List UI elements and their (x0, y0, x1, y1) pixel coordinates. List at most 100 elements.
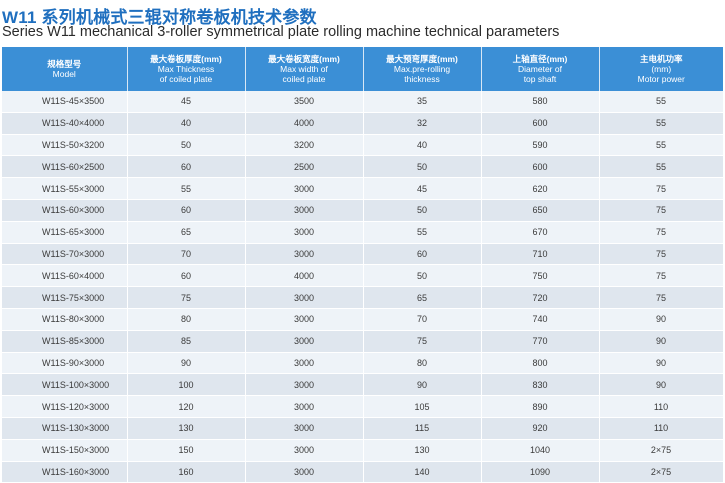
thickness-cell: 70 (127, 243, 246, 266)
pre-rolling-cell: 50 (363, 155, 482, 179)
width-cell: 3000 (245, 417, 364, 440)
header-top-shaft-diameter: 上轴直径(mm) Diameter of top shaft (481, 47, 600, 91)
motor-power-cell: 2×75 (599, 439, 724, 462)
motor-power-cell: 75 (599, 243, 724, 266)
thickness-cell: 65 (127, 221, 246, 244)
thickness-cell: 85 (127, 330, 246, 353)
thickness-cell: 40 (127, 112, 246, 135)
model-cell: W11S-65×3000 (2, 221, 128, 244)
shaft-diameter-cell: 580 (481, 91, 600, 113)
specifications-table: 规格型号 Model 最大卷板厚度(mm) Max Thickness of c… (2, 47, 724, 483)
model-cell: W11S-120×3000 (2, 395, 128, 418)
model-cell: W11S-130×3000 (2, 417, 128, 440)
shaft-diameter-cell: 920 (481, 417, 600, 440)
table-row: W11S-80×3000 80 3000 70 740 90 (2, 308, 724, 331)
pre-rolling-cell: 50 (363, 264, 482, 288)
pre-rolling-cell: 45 (363, 177, 482, 200)
shaft-diameter-cell: 590 (481, 134, 600, 157)
model-cell: W11S-50×3200 (2, 134, 128, 157)
table-row: W11S-150×3000 150 3000 130 1040 2×75 (2, 439, 724, 462)
table-row: W11S-85×3000 85 3000 75 770 90 (2, 330, 724, 353)
header-max-width: 最大卷板宽度(mm) Max width of coiled plate (245, 47, 364, 91)
motor-power-cell: 75 (599, 264, 724, 288)
shaft-diameter-cell: 1040 (481, 439, 600, 462)
thickness-cell: 150 (127, 439, 246, 462)
thickness-cell: 50 (127, 134, 246, 157)
model-cell: W11S-150×3000 (2, 439, 128, 462)
motor-power-cell: 75 (599, 221, 724, 244)
width-cell: 3000 (245, 395, 364, 418)
table-row: W11S-60×3000 60 3000 50 650 75 (2, 199, 724, 222)
motor-power-cell: 90 (599, 352, 724, 375)
shaft-diameter-cell: 650 (481, 199, 600, 222)
width-cell: 3000 (245, 461, 364, 483)
model-cell: W11S-160×3000 (2, 461, 128, 483)
shaft-diameter-cell: 770 (481, 330, 600, 353)
table-row: W11S-100×3000 100 3000 90 830 90 (2, 373, 724, 397)
thickness-cell: 90 (127, 352, 246, 375)
header-model: 规格型号 Model (2, 47, 128, 91)
table-header-row: 规格型号 Model 最大卷板厚度(mm) Max Thickness of c… (2, 47, 723, 91)
motor-power-cell: 75 (599, 286, 724, 309)
model-cell: W11S-75×3000 (2, 286, 128, 309)
table-row: W11S-120×3000 120 3000 105 890 110 (2, 395, 724, 418)
width-cell: 3000 (245, 352, 364, 375)
thickness-cell: 80 (127, 308, 246, 331)
width-cell: 3000 (245, 221, 364, 244)
thickness-cell: 160 (127, 461, 246, 483)
thickness-cell: 60 (127, 264, 246, 288)
shaft-diameter-cell: 710 (481, 243, 600, 266)
model-cell: W11S-45×3500 (2, 91, 128, 113)
header-pre-rolling-thickness: 最大预弯厚度(mm) Max.pre-rolling thickness (363, 47, 482, 91)
model-cell: W11S-80×3000 (2, 308, 128, 331)
shaft-diameter-cell: 600 (481, 112, 600, 135)
pre-rolling-cell: 60 (363, 243, 482, 266)
thickness-cell: 130 (127, 417, 246, 440)
table-row: W11S-40×4000 40 4000 32 600 55 (2, 112, 724, 135)
table-row: W11S-60×2500 60 2500 50 600 55 (2, 155, 724, 179)
motor-power-cell: 2×75 (599, 461, 724, 483)
width-cell: 3200 (245, 134, 364, 157)
shaft-diameter-cell: 800 (481, 352, 600, 375)
width-cell: 4000 (245, 264, 364, 288)
shaft-diameter-cell: 600 (481, 155, 600, 179)
thickness-cell: 100 (127, 373, 246, 397)
motor-power-cell: 75 (599, 199, 724, 222)
width-cell: 3500 (245, 91, 364, 113)
pre-rolling-cell: 40 (363, 134, 482, 157)
thickness-cell: 45 (127, 91, 246, 113)
page-title-chinese: W11 系列机械式三辊对称卷板机技术参数 (2, 8, 317, 27)
motor-power-cell: 90 (599, 308, 724, 331)
motor-power-cell: 90 (599, 373, 724, 397)
pre-rolling-cell: 115 (363, 417, 482, 440)
pre-rolling-cell: 50 (363, 199, 482, 222)
width-cell: 4000 (245, 112, 364, 135)
model-cell: W11S-40×4000 (2, 112, 128, 135)
pre-rolling-cell: 55 (363, 221, 482, 244)
pre-rolling-cell: 35 (363, 91, 482, 113)
table-row: W11S-90×3000 90 3000 80 800 90 (2, 352, 724, 375)
table-row: W11S-75×3000 75 3000 65 720 75 (2, 286, 724, 309)
thickness-cell: 120 (127, 395, 246, 418)
thickness-cell: 55 (127, 177, 246, 200)
thickness-cell: 60 (127, 199, 246, 222)
pre-rolling-cell: 80 (363, 352, 482, 375)
pre-rolling-cell: 90 (363, 373, 482, 397)
thickness-cell: 60 (127, 155, 246, 179)
pre-rolling-cell: 130 (363, 439, 482, 462)
motor-power-cell: 55 (599, 155, 724, 179)
width-cell: 3000 (245, 243, 364, 266)
width-cell: 2500 (245, 155, 364, 179)
table-row: W11S-70×3000 70 3000 60 710 75 (2, 243, 724, 266)
motor-power-cell: 75 (599, 177, 724, 200)
pre-rolling-cell: 32 (363, 112, 482, 135)
pre-rolling-cell: 75 (363, 330, 482, 353)
width-cell: 3000 (245, 199, 364, 222)
model-cell: W11S-60×2500 (2, 155, 128, 179)
width-cell: 3000 (245, 308, 364, 331)
pre-rolling-cell: 105 (363, 395, 482, 418)
table-row: W11S-160×3000 160 3000 140 1090 2×75 (2, 461, 724, 483)
shaft-diameter-cell: 1090 (481, 461, 600, 483)
shaft-diameter-cell: 620 (481, 177, 600, 200)
table-row: W11S-55×3000 55 3000 45 620 75 (2, 177, 724, 200)
